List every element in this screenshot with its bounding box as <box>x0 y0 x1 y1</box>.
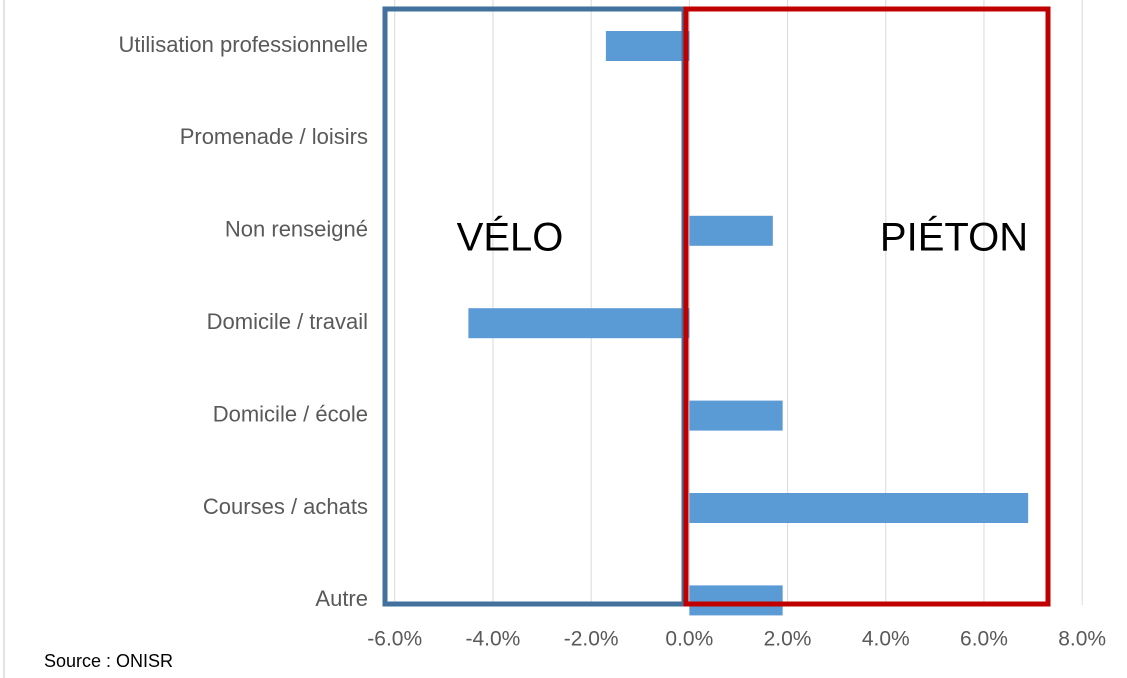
y-tick-label: Non renseigné <box>225 217 368 242</box>
x-tick-label: -2.0% <box>564 628 619 651</box>
y-tick-label: Autre <box>315 586 368 611</box>
grid <box>394 0 1083 605</box>
annotation: PIÉTON <box>880 215 1028 260</box>
source: Source : ONISR <box>44 651 173 671</box>
y-tick-label: Utilisation professionnelle <box>119 32 368 57</box>
bars <box>468 31 1029 616</box>
y-tick-label: Domicile / école <box>213 401 368 426</box>
velo-box <box>382 6 687 607</box>
x-tick-label: 8.0% <box>1058 628 1106 651</box>
x-tick-label: 0.0% <box>665 628 713 651</box>
annotation: VÉLO <box>457 215 564 260</box>
y-tick-label: Courses / achats <box>203 494 368 519</box>
bar <box>468 308 690 339</box>
bar <box>689 493 1029 523</box>
x-tick-label: -6.0% <box>367 628 422 651</box>
bar <box>689 215 773 246</box>
pieton-box <box>683 6 1051 607</box>
x-tick-label: 2.0% <box>764 628 812 651</box>
x-tick-label: 6.0% <box>960 628 1008 651</box>
x-tick-label: 4.0% <box>862 628 910 651</box>
x-tick-label: -4.0% <box>466 628 521 651</box>
y-tick-label: Domicile / travail <box>207 309 368 334</box>
bar <box>689 585 783 616</box>
bar <box>689 400 783 431</box>
y-tick-label: Promenade / loisirs <box>180 124 368 149</box>
bar <box>605 31 690 61</box>
